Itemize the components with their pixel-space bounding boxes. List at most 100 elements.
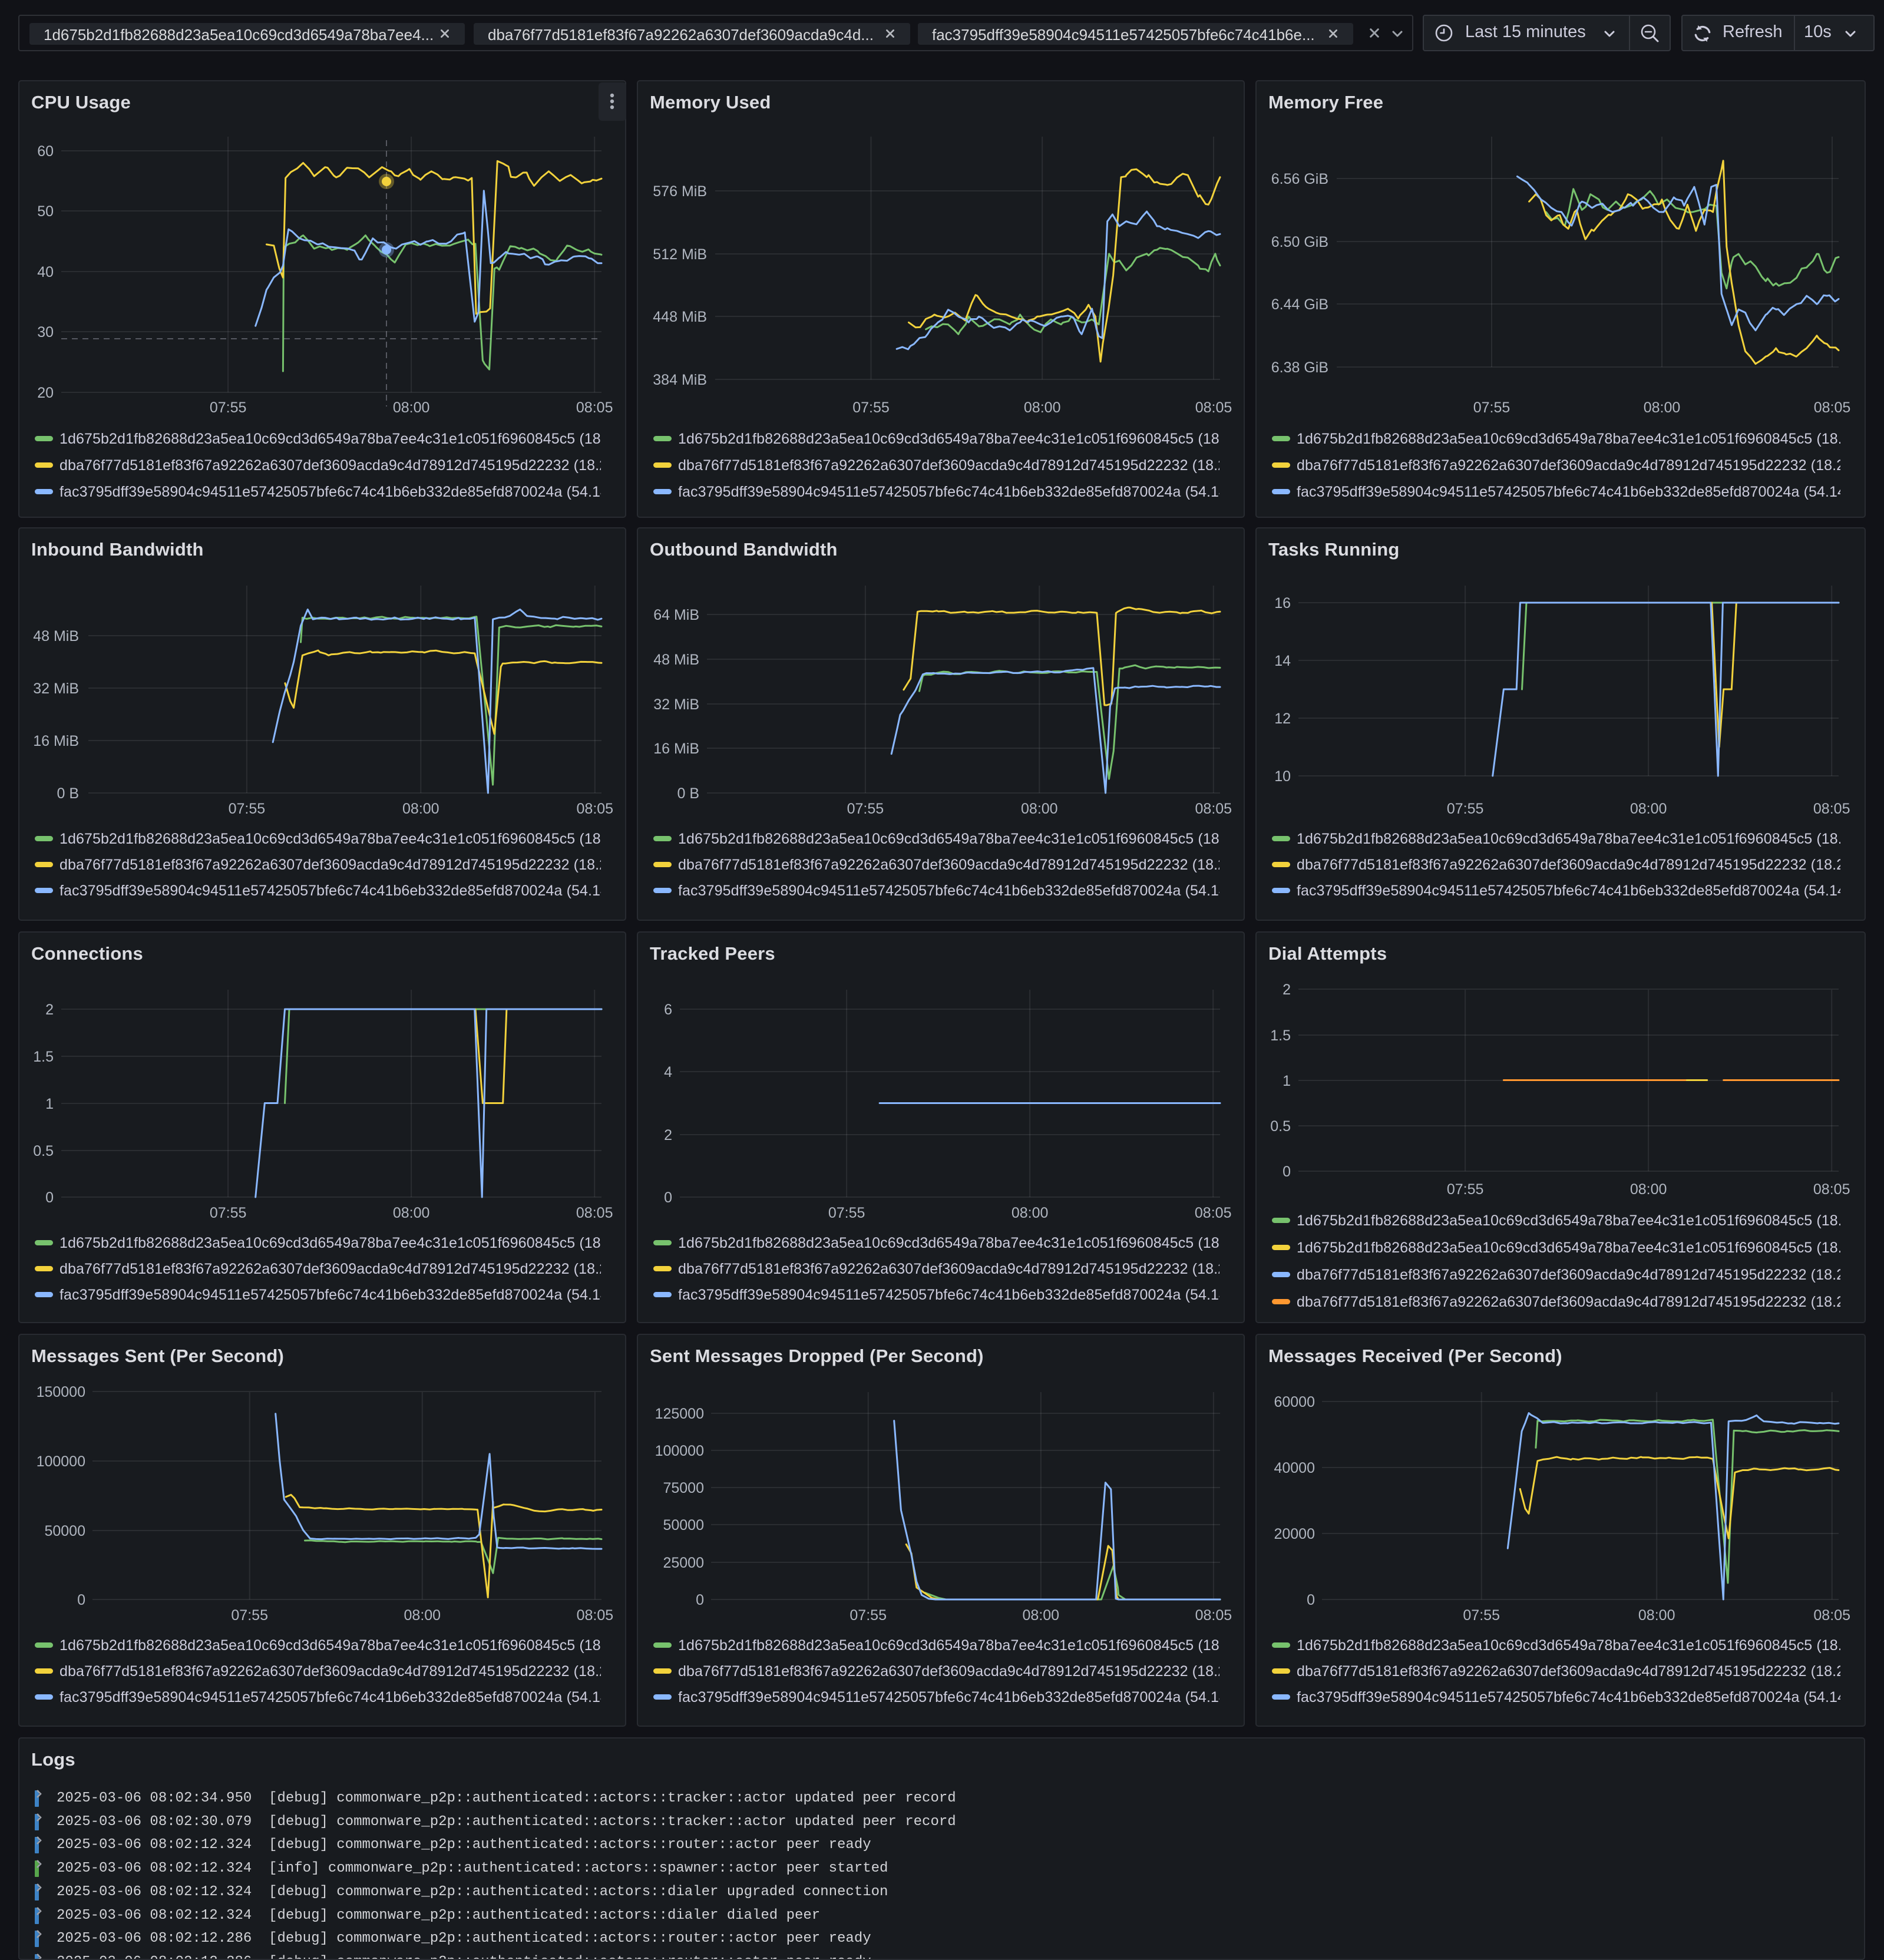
svg-text:0.5: 0.5: [33, 1143, 54, 1159]
svg-text:1d675b2d1fb82688d23a5ea10c69cd: 1d675b2d1fb82688d23a5ea10c69cd3d6549a78b…: [1297, 1637, 1867, 1654]
svg-text:07:55: 07:55: [210, 399, 247, 416]
svg-text:1d675b2d1fb82688d23a5ea10c69cd: 1d675b2d1fb82688d23a5ea10c69cd3d6549a78b…: [60, 1235, 627, 1251]
svg-text:08:00: 08:00: [393, 399, 430, 416]
svg-text:fac3795dff39e58904c94511e57425: fac3795dff39e58904c94511e57425057bfe6c74…: [60, 883, 627, 899]
svg-text:16: 16: [1274, 595, 1291, 612]
svg-text:dba76f77d5181ef83f67a92262a630: dba76f77d5181ef83f67a92262a6307def3609ac…: [60, 1261, 627, 1277]
svg-text:0: 0: [1283, 1164, 1291, 1180]
svg-text:0: 0: [45, 1189, 54, 1206]
svg-text:0: 0: [696, 1592, 704, 1608]
svg-text:50000: 50000: [663, 1517, 704, 1533]
svg-text:fac3795dff39e58904c94511e57425: fac3795dff39e58904c94511e57425057bfe6c74…: [678, 1287, 1246, 1303]
svg-text:07:55: 07:55: [210, 1205, 247, 1221]
svg-text:08:00: 08:00: [1023, 1607, 1060, 1624]
svg-text:fac3795dff39e58904c94511e57425: fac3795dff39e58904c94511e57425057bfe6c74…: [678, 484, 1246, 500]
svg-text:08:00: 08:00: [1638, 1607, 1675, 1624]
svg-text:07:55: 07:55: [850, 1607, 887, 1624]
svg-text:125000: 125000: [655, 1406, 704, 1422]
svg-text:dba76f77d5181ef83f67a92262a630: dba76f77d5181ef83f67a92262a6307def3609ac…: [678, 857, 1246, 873]
svg-text:08:00: 08:00: [1021, 801, 1058, 817]
svg-text:1.5: 1.5: [1270, 1027, 1291, 1044]
svg-text:08:00: 08:00: [1012, 1205, 1049, 1221]
svg-text:6.44 GiB: 6.44 GiB: [1271, 296, 1328, 313]
svg-text:07:55: 07:55: [828, 1205, 865, 1221]
svg-text:08:05: 08:05: [576, 1205, 613, 1221]
svg-text:1d675b2d1fb82688d23a5ea10c69cd: 1d675b2d1fb82688d23a5ea10c69cd3d6549a78b…: [1297, 831, 1867, 847]
svg-text:fac3795dff39e58904c94511e57425: fac3795dff39e58904c94511e57425057bfe6c74…: [678, 1689, 1246, 1706]
svg-text:08:00: 08:00: [1630, 1181, 1667, 1198]
svg-text:0.5: 0.5: [1270, 1118, 1291, 1135]
svg-text:40000: 40000: [1274, 1460, 1315, 1476]
svg-text:1d675b2d1fb82688d23a5ea10c69cd: 1d675b2d1fb82688d23a5ea10c69cd3d6549a78b…: [60, 831, 627, 847]
svg-text:fac3795dff39e58904c94511e57425: fac3795dff39e58904c94511e57425057bfe6c74…: [678, 883, 1246, 899]
svg-text:fac3795dff39e58904c94511e57425: fac3795dff39e58904c94511e57425057bfe6c74…: [60, 1287, 627, 1303]
svg-text:40: 40: [37, 264, 54, 280]
svg-text:dba76f77d5181ef83f67a92262a630: dba76f77d5181ef83f67a92262a6307def3609ac…: [60, 457, 627, 474]
svg-text:10: 10: [1274, 768, 1291, 785]
svg-text:08:05: 08:05: [1195, 399, 1232, 416]
svg-text:dba76f77d5181ef83f67a92262a630: dba76f77d5181ef83f67a92262a6307def3609ac…: [1297, 857, 1867, 873]
svg-text:0 B: 0 B: [677, 785, 699, 802]
svg-text:fac3795dff39e58904c94511e57425: fac3795dff39e58904c94511e57425057bfe6c74…: [1297, 484, 1867, 500]
svg-text:08:00: 08:00: [1630, 801, 1667, 817]
svg-text:08:05: 08:05: [577, 801, 614, 817]
svg-text:08:05: 08:05: [1813, 1607, 1850, 1624]
svg-text:1: 1: [1283, 1073, 1291, 1089]
svg-text:48 MiB: 48 MiB: [33, 628, 79, 644]
svg-text:dba76f77d5181ef83f67a92262a630: dba76f77d5181ef83f67a92262a6307def3609ac…: [60, 857, 627, 873]
svg-text:1d675b2d1fb82688d23a5ea10c69cd: 1d675b2d1fb82688d23a5ea10c69cd3d6549a78b…: [1297, 431, 1867, 447]
svg-text:08:05: 08:05: [1195, 1607, 1232, 1624]
svg-text:2: 2: [1283, 981, 1291, 998]
svg-text:07:55: 07:55: [1473, 399, 1510, 416]
svg-text:07:55: 07:55: [1447, 801, 1484, 817]
svg-text:576 MiB: 576 MiB: [653, 183, 707, 200]
svg-text:60000: 60000: [1274, 1394, 1315, 1410]
svg-text:fac3795dff39e58904c94511e57425: fac3795dff39e58904c94511e57425057bfe6c74…: [1297, 1689, 1867, 1706]
svg-text:1d675b2d1fb82688d23a5ea10c69cd: 1d675b2d1fb82688d23a5ea10c69cd3d6549a78b…: [1297, 1240, 1867, 1256]
svg-text:dba76f77d5181ef83f67a92262a630: dba76f77d5181ef83f67a92262a6307def3609ac…: [60, 1663, 627, 1680]
svg-text:100000: 100000: [37, 1453, 85, 1470]
svg-text:1d675b2d1fb82688d23a5ea10c69cd: 1d675b2d1fb82688d23a5ea10c69cd3d6549a78b…: [60, 1637, 627, 1654]
svg-text:16 MiB: 16 MiB: [653, 741, 699, 757]
svg-text:6: 6: [664, 1002, 672, 1018]
svg-text:1.5: 1.5: [33, 1049, 54, 1065]
svg-text:1d675b2d1fb82688d23a5ea10c69cd: 1d675b2d1fb82688d23a5ea10c69cd3d6549a78b…: [678, 831, 1246, 847]
svg-text:08:05: 08:05: [1814, 399, 1851, 416]
svg-text:08:00: 08:00: [1644, 399, 1681, 416]
svg-text:32 MiB: 32 MiB: [33, 680, 79, 697]
svg-text:0: 0: [664, 1189, 672, 1206]
svg-text:0: 0: [1307, 1592, 1315, 1608]
svg-text:32 MiB: 32 MiB: [653, 696, 699, 713]
svg-text:20: 20: [37, 385, 54, 401]
svg-text:6.56 GiB: 6.56 GiB: [1271, 171, 1328, 187]
svg-text:16 MiB: 16 MiB: [33, 733, 79, 749]
svg-text:1d675b2d1fb82688d23a5ea10c69cd: 1d675b2d1fb82688d23a5ea10c69cd3d6549a78b…: [678, 431, 1246, 447]
svg-text:14: 14: [1274, 653, 1291, 669]
svg-text:2: 2: [45, 1002, 54, 1018]
svg-text:75000: 75000: [663, 1480, 704, 1496]
svg-text:08:00: 08:00: [404, 1607, 441, 1624]
svg-text:08:05: 08:05: [576, 399, 613, 416]
svg-text:1d675b2d1fb82688d23a5ea10c69cd: 1d675b2d1fb82688d23a5ea10c69cd3d6549a78b…: [678, 1637, 1246, 1654]
svg-text:1d675b2d1fb82688d23a5ea10c69cd: 1d675b2d1fb82688d23a5ea10c69cd3d6549a78b…: [60, 431, 627, 447]
svg-text:30: 30: [37, 324, 54, 341]
svg-text:4: 4: [664, 1064, 672, 1080]
svg-text:1: 1: [45, 1096, 54, 1112]
svg-text:07:55: 07:55: [231, 1607, 268, 1624]
svg-text:fac3795dff39e58904c94511e57425: fac3795dff39e58904c94511e57425057bfe6c74…: [60, 1689, 627, 1706]
svg-text:dba76f77d5181ef83f67a92262a630: dba76f77d5181ef83f67a92262a6307def3609ac…: [678, 1261, 1246, 1277]
svg-text:dba76f77d5181ef83f67a92262a630: dba76f77d5181ef83f67a92262a6307def3609ac…: [678, 457, 1246, 474]
svg-text:08:05: 08:05: [1195, 1205, 1232, 1221]
svg-text:07:55: 07:55: [1463, 1607, 1500, 1624]
svg-text:dba76f77d5181ef83f67a92262a630: dba76f77d5181ef83f67a92262a6307def3609ac…: [1297, 1294, 1867, 1310]
svg-text:100000: 100000: [655, 1443, 704, 1459]
svg-text:07:55: 07:55: [1447, 1181, 1484, 1198]
svg-text:512 MiB: 512 MiB: [653, 246, 707, 263]
svg-text:08:00: 08:00: [393, 1205, 430, 1221]
svg-text:07:55: 07:55: [847, 801, 884, 817]
svg-text:07:55: 07:55: [852, 399, 890, 416]
svg-text:07:55: 07:55: [229, 801, 266, 817]
svg-text:dba76f77d5181ef83f67a92262a630: dba76f77d5181ef83f67a92262a6307def3609ac…: [678, 1663, 1246, 1680]
svg-text:60: 60: [37, 143, 54, 160]
svg-text:384 MiB: 384 MiB: [653, 372, 707, 388]
